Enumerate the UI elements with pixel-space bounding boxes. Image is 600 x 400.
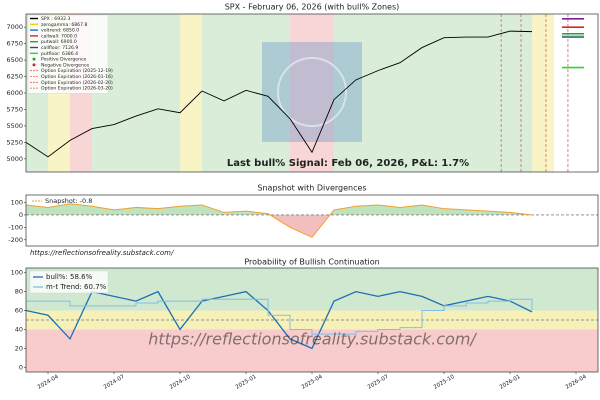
y-tick-label: -100 xyxy=(8,223,23,231)
zone-band xyxy=(466,14,488,172)
y-tick-label: 6000 xyxy=(6,89,23,97)
plot-frame xyxy=(25,267,599,373)
series-line xyxy=(26,298,533,335)
y-tick-label: 80 xyxy=(15,288,23,296)
x-tick-label: 2026-01 xyxy=(499,374,522,391)
footer-url: https://reflectionsofreality.substack.co… xyxy=(30,249,174,257)
legend-label: bull%: 58.6% xyxy=(46,273,93,281)
x-tick-label: 2025-01 xyxy=(235,374,258,391)
legend-label: Option Expiration (2026-03-20) xyxy=(41,86,113,92)
zone-band xyxy=(488,14,510,172)
zone-band xyxy=(356,14,378,172)
y-tick-label: 6750 xyxy=(6,40,23,48)
zone-band xyxy=(202,14,224,172)
zone-band xyxy=(532,14,554,172)
legend-label: m-t Trend: 60.7% xyxy=(46,283,107,291)
legend-swatch xyxy=(32,57,36,61)
area-below xyxy=(269,214,532,238)
legend-label: callfloor: 7126.9 xyxy=(41,45,78,51)
legend-label: putfloor: 6386.4 xyxy=(41,51,78,57)
legend-box xyxy=(27,14,109,94)
zone-band xyxy=(312,14,334,172)
x-tick-label: 2024-04 xyxy=(37,374,60,391)
zone-band xyxy=(158,14,180,172)
chart-title: SPX - February 06, 2026 (with bull% Zone… xyxy=(225,3,400,12)
y-tick-label: 60 xyxy=(15,307,23,315)
legend-label: SPX : 6932.3 xyxy=(41,16,70,22)
x-tick-label: 2025-07 xyxy=(367,374,390,391)
annotation: Last bull% Signal: Feb 06, 2026, P&L: 1.… xyxy=(227,158,469,169)
zone-band xyxy=(422,14,444,172)
chart-title: Snapshot with Divergences xyxy=(257,184,366,193)
y-tick-label: 5250 xyxy=(6,138,23,146)
snapshot-line xyxy=(25,203,533,238)
zone-band xyxy=(378,14,400,172)
y-tick-label: 0 xyxy=(19,211,23,219)
legend-swatch xyxy=(32,63,36,67)
zone-band xyxy=(224,14,246,172)
legend-label: Option Expiration (2025-12-19) xyxy=(41,68,113,74)
x-tick-label: 2024-07 xyxy=(103,374,126,391)
y-tick-label: 40 xyxy=(15,325,23,333)
legend-label: voltrend: 6850.0 xyxy=(41,28,79,34)
y-tick-label: 7000 xyxy=(6,23,23,31)
y-tick-label: 5000 xyxy=(6,155,23,163)
zone xyxy=(26,268,598,311)
y-tick-label: 5500 xyxy=(6,122,23,130)
watermark-badge xyxy=(277,57,347,127)
series-line xyxy=(25,290,533,350)
price-line xyxy=(25,30,533,158)
chart-title: Probability of Bullish Continuation xyxy=(244,258,379,267)
watermark: https://reflectionsofreality.substack.co… xyxy=(148,330,477,349)
y-tick-label: 20 xyxy=(15,344,23,352)
y-tick-label: -200 xyxy=(8,236,23,244)
legend-label: Positive Divergence xyxy=(41,57,87,63)
zone-band xyxy=(180,14,202,172)
y-tick-label: 100 xyxy=(11,269,23,277)
legend-label: callwall: 7000.0 xyxy=(41,33,77,39)
zone xyxy=(26,329,598,372)
legend-label: zerogamma: 6867.8 xyxy=(41,22,87,28)
zone-band xyxy=(290,14,312,172)
zone-band xyxy=(136,14,158,172)
x-tick-label: 2026-04 xyxy=(565,374,588,391)
legend-label: putwall: 6900.0 xyxy=(41,39,77,45)
zone-band xyxy=(400,14,422,172)
y-tick-label: 5750 xyxy=(6,105,23,113)
plot-frame xyxy=(25,13,599,173)
legend-label: Snapshot: -0.8 xyxy=(45,197,92,205)
area-above xyxy=(26,203,532,215)
zone-band xyxy=(114,14,136,172)
x-tick-label: 2025-04 xyxy=(301,374,324,391)
legend-box xyxy=(29,270,109,294)
legend-label: Negative Divergence xyxy=(41,62,89,68)
y-tick-label: 6250 xyxy=(6,73,23,81)
y-tick-label: 0 xyxy=(19,363,23,371)
zone-band xyxy=(510,14,532,172)
legend-label: Option Expiration (2026-02-20) xyxy=(41,80,113,86)
y-tick-label: 100 xyxy=(11,198,23,206)
zone-band xyxy=(444,14,466,172)
x-tick-label: 2024-10 xyxy=(169,374,192,391)
plot-frame xyxy=(25,194,599,247)
legend-label: Option Expiration (2026-01-16) xyxy=(41,74,113,80)
y-tick-label: 6500 xyxy=(6,56,23,64)
x-tick-label: 2025-10 xyxy=(433,374,456,391)
